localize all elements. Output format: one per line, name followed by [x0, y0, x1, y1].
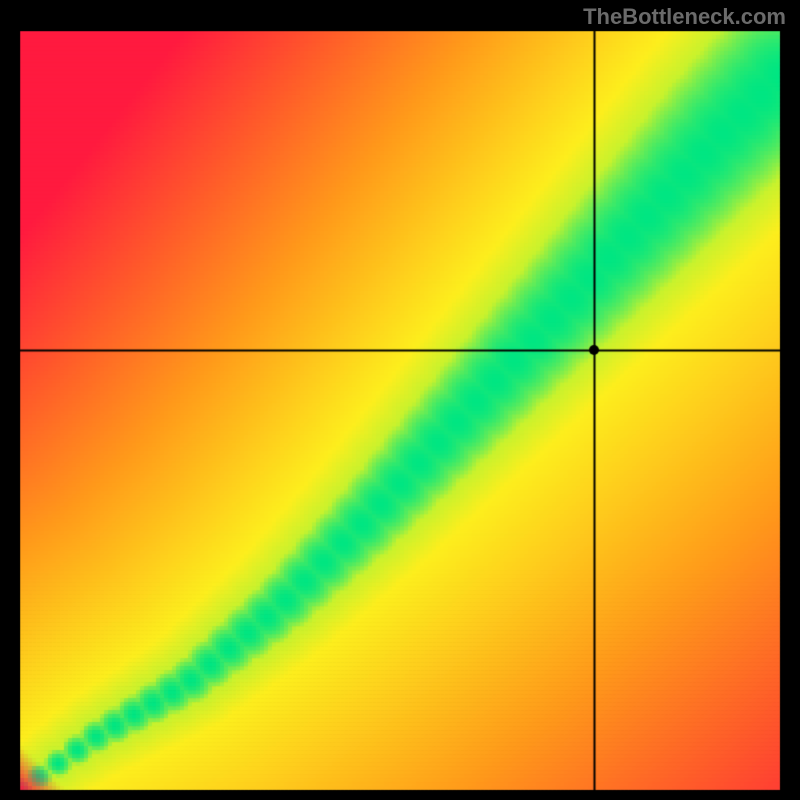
overlay-canvas [0, 0, 800, 800]
watermark-text: TheBottleneck.com [583, 4, 786, 30]
chart-container [0, 0, 800, 800]
